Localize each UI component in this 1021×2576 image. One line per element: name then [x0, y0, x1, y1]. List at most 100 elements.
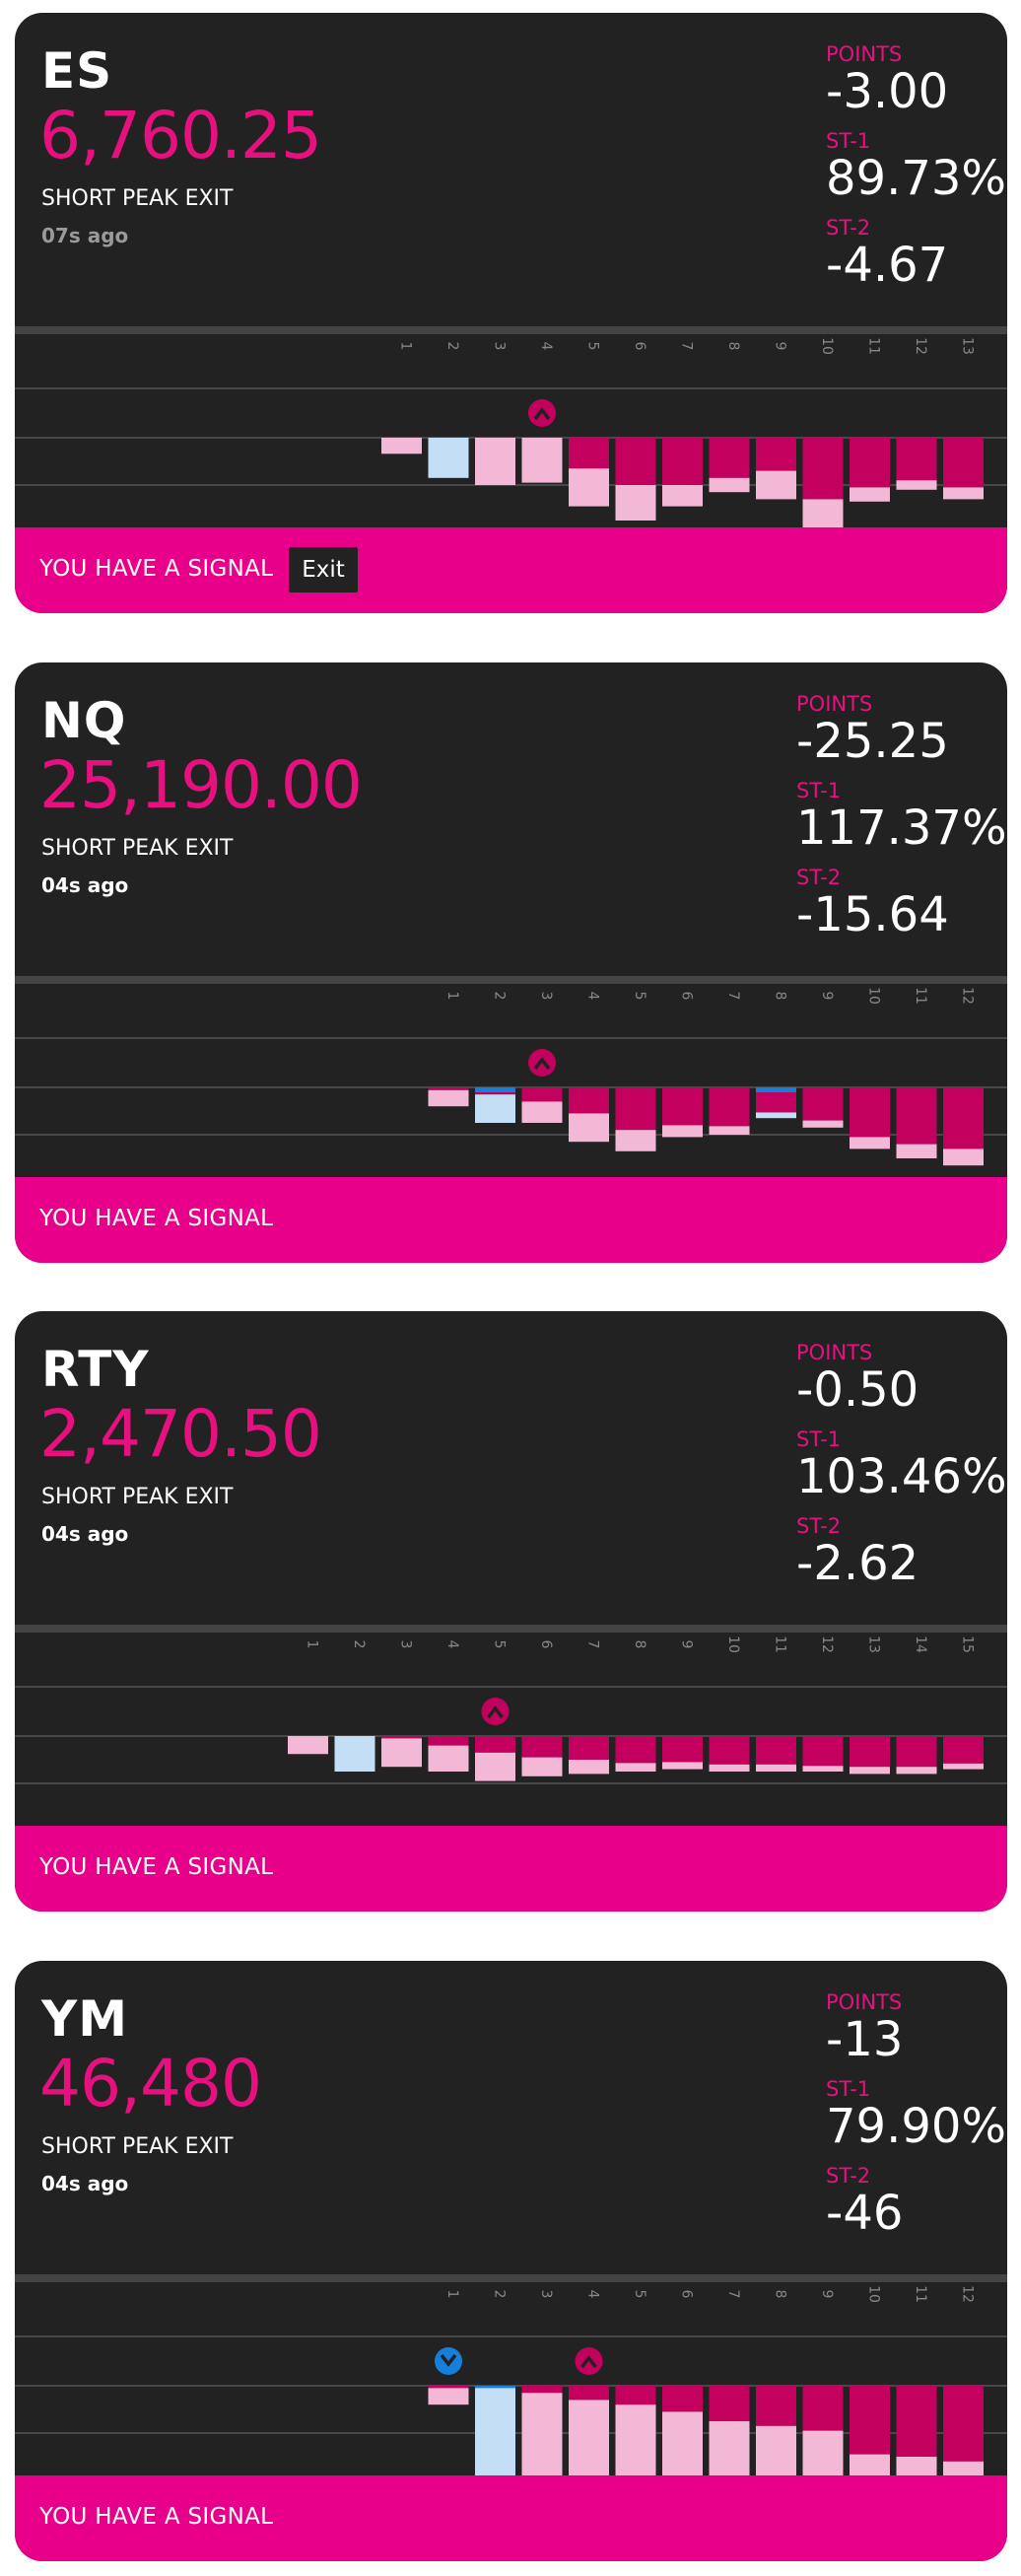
bar-light-segment — [943, 1149, 984, 1166]
tick-label: 9 — [819, 992, 835, 1001]
bar-light-segment — [850, 1767, 890, 1775]
signal-type-label: SHORT PEAK EXIT — [41, 186, 234, 211]
tick-label: 15 — [960, 1636, 976, 1653]
points-value: -13 — [826, 2012, 904, 2067]
bar-cap — [662, 2386, 703, 2390]
tick-label: 1 — [398, 342, 414, 351]
bar-dark-segment — [569, 438, 609, 469]
tick-label: 14 — [913, 1636, 928, 1653]
points-label: POINTS — [826, 1990, 903, 2014]
bar-dark-segment — [802, 438, 844, 500]
bar-dark-segment — [943, 1087, 984, 1149]
tick-label: 6 — [679, 2290, 695, 2299]
bar-light-segment — [521, 2393, 563, 2479]
bar-dark-segment — [943, 1736, 984, 1764]
points-value: -25.25 — [796, 714, 949, 769]
bar-cap — [662, 438, 703, 442]
signal-bar-chart: 1 2 3 4 5 6 7 8 9 10 11 12 13 14 15 — [15, 1636, 1007, 1784]
signal-alert-text: YOU HAVE A SIGNAL — [39, 1854, 274, 1880]
bar-cap — [662, 1736, 703, 1740]
bar-dark-segment — [615, 2386, 656, 2405]
bar-light-segment — [896, 1144, 937, 1158]
tick-label: 9 — [773, 342, 788, 351]
bar-cap — [943, 438, 984, 442]
bar-dark-segment — [850, 1736, 890, 1768]
bar-dark-segment — [756, 2386, 796, 2426]
st2-value: -2.62 — [796, 1536, 919, 1591]
st1-label: ST-1 — [796, 1427, 842, 1451]
bar-dark-segment — [943, 2386, 984, 2462]
tick-label: 6 — [538, 1640, 554, 1649]
bar-light-segment — [521, 438, 563, 483]
st1-label: ST-1 — [826, 2077, 871, 2101]
bar-cap — [709, 438, 750, 442]
bar-light-segment — [756, 1112, 796, 1119]
points-value: -0.50 — [796, 1362, 919, 1418]
bar-dark-segment — [756, 1736, 796, 1765]
tick-label: 2 — [492, 992, 508, 1001]
tick-label: 8 — [773, 2290, 788, 2299]
bar-light-segment — [428, 438, 469, 478]
tick-label: 9 — [819, 2290, 835, 2299]
bar-cap — [896, 2386, 937, 2390]
st2-value: -15.64 — [796, 887, 949, 942]
peak-marker-icon — [481, 1698, 510, 1725]
tick-label: 5 — [585, 342, 601, 351]
signal-alert-text: YOU HAVE A SIGNAL — [39, 1206, 274, 1231]
bar-dark-segment — [896, 1736, 937, 1768]
bar-dark-segment — [850, 438, 890, 488]
tick-label: 8 — [773, 992, 788, 1001]
signal-age: 04s ago — [41, 2172, 129, 2195]
bar-light-segment — [896, 2457, 937, 2479]
bar-cap — [615, 1087, 656, 1091]
st1-label: ST-1 — [796, 779, 842, 802]
tick-label: 7 — [725, 2290, 741, 2299]
bar-cap — [850, 1087, 890, 1091]
bar-dark-segment — [662, 438, 703, 485]
bar-cap — [943, 1736, 984, 1740]
signal-card-nq: NQ 25,190.00 SHORT PEAK EXIT 04s ago POINTS -… — [15, 662, 1007, 1263]
signal-type-label: SHORT PEAK EXIT — [41, 2134, 234, 2159]
symbol-label: NQ — [41, 692, 127, 749]
bar-dark-segment — [662, 1736, 703, 1763]
bar-light-segment — [709, 2421, 750, 2479]
signal-bar-chart: 1 2 3 4 5 6 7 8 9 10 11 12 — [15, 987, 1007, 1166]
bar-light-segment — [662, 485, 703, 507]
bar-light-segment — [334, 1736, 375, 1772]
section-divider — [15, 326, 1007, 334]
bar-cap — [615, 1736, 656, 1740]
bar-cap — [896, 1087, 937, 1091]
bar-cap — [662, 1087, 703, 1091]
bar-cap — [896, 438, 937, 442]
tick-label: 5 — [492, 1640, 508, 1649]
bar-light-segment — [850, 487, 890, 502]
points-label: POINTS — [796, 692, 873, 716]
bar-dark-segment — [709, 438, 750, 478]
bar-cap — [428, 1087, 469, 1091]
tick-label: 5 — [632, 2290, 647, 2299]
bar-light-segment — [475, 438, 515, 485]
bar-dark-segment — [428, 1736, 469, 1746]
tick-label: 6 — [679, 992, 695, 1001]
exit-button[interactable]: Exit — [289, 547, 358, 592]
points-label: POINTS — [826, 42, 903, 66]
bar-light-segment — [756, 2425, 796, 2479]
bar-cap — [943, 2386, 984, 2390]
bar-light-segment — [428, 1089, 469, 1107]
tick-label: 6 — [632, 342, 647, 351]
bar-light-segment — [475, 1752, 515, 1781]
bar-dark-segment — [850, 1087, 890, 1138]
tick-label: 12 — [913, 337, 928, 355]
tick-label: 2 — [351, 1640, 367, 1649]
bar-light-segment — [615, 485, 656, 521]
signal-bar-chart: 1 2 3 4 5 6 7 8 9 10 11 12 — [15, 2285, 1007, 2479]
st1-value: 117.37% — [796, 801, 1007, 856]
bar-blue-cap — [475, 1087, 515, 1092]
bar-light-segment — [943, 487, 984, 500]
tick-label: 8 — [725, 342, 741, 351]
bar-light-segment — [615, 2404, 656, 2479]
bar-dark-segment — [709, 2386, 750, 2421]
bar-cap — [756, 1736, 796, 1740]
tick-label: 11 — [773, 1636, 788, 1653]
bar-dark-segment — [943, 438, 984, 488]
